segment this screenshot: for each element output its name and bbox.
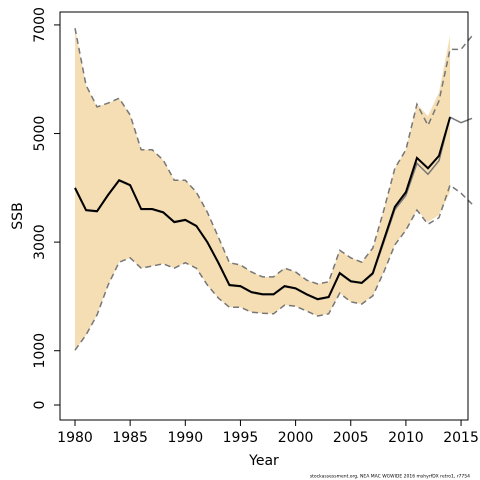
series-line bbox=[74, 183, 473, 351]
x-tick-label: 2015 bbox=[443, 430, 479, 446]
y-tick-label: 3000 bbox=[32, 224, 48, 260]
plot-frame bbox=[59, 11, 469, 421]
x-tick-label: 1980 bbox=[57, 430, 93, 446]
confidence-band bbox=[75, 28, 451, 351]
y-tick-label: 5000 bbox=[32, 116, 48, 152]
series-line bbox=[74, 116, 451, 301]
y-tick-label: 7000 bbox=[32, 7, 48, 43]
x-tick-label: 1995 bbox=[223, 430, 259, 446]
y-tick-label: 1000 bbox=[32, 333, 48, 369]
x-tick-label: 2005 bbox=[333, 430, 369, 446]
y-axis-label: SSB bbox=[10, 202, 26, 229]
footnote: stockassessment.org, NEA MAC WGWIDE 2016… bbox=[310, 474, 470, 480]
x-tick-label: 2000 bbox=[278, 430, 314, 446]
x-tick-label: 2010 bbox=[388, 430, 424, 446]
series-line bbox=[74, 28, 473, 285]
y-tick-label: 0 bbox=[32, 401, 48, 410]
x-axis-label: Year bbox=[248, 453, 279, 469]
x-tick-label: 1985 bbox=[112, 430, 148, 446]
x-tick-label: 1990 bbox=[167, 430, 203, 446]
